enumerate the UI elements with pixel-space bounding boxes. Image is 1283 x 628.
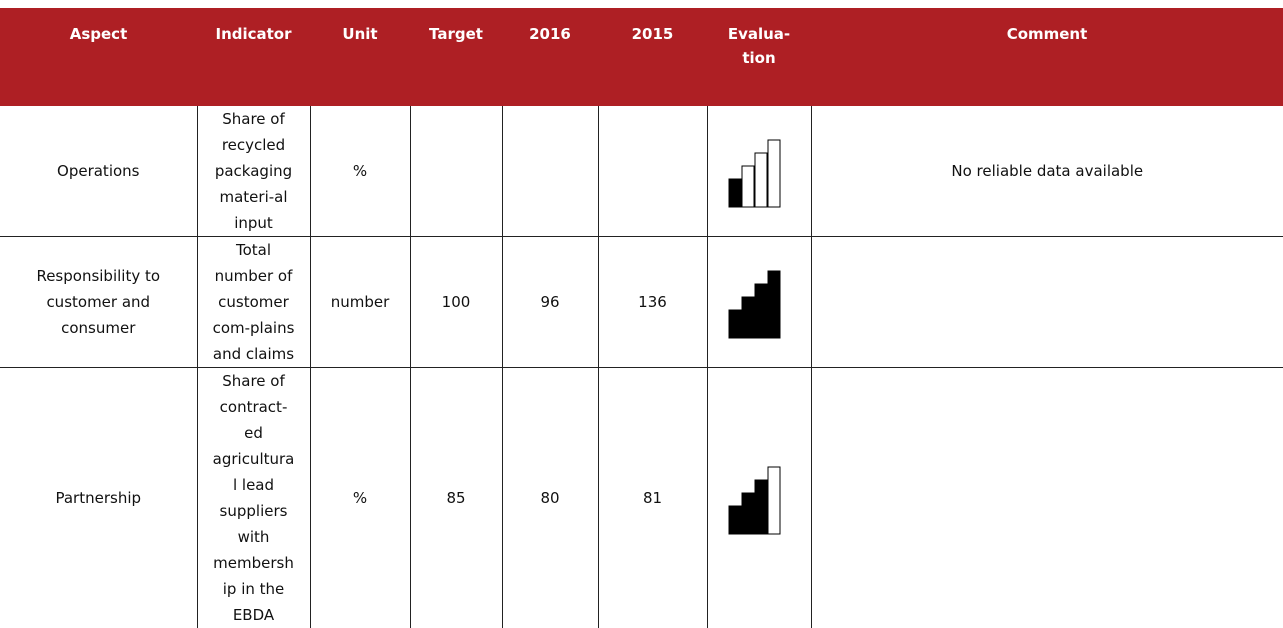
indicator-cell: Share of recycled packaging materi-al in… <box>197 106 310 237</box>
evaluation-bar <box>755 153 767 207</box>
unit-cell: % <box>310 106 410 237</box>
header-cell: Comment <box>811 8 1283 106</box>
target-cell: 85 <box>410 368 502 628</box>
header-cell: 2016 <box>502 8 598 106</box>
header-cell: 2015 <box>598 8 707 106</box>
comment-cell <box>811 368 1283 628</box>
y2015-cell <box>598 106 707 237</box>
evaluation-bar <box>729 310 741 338</box>
evaluation-cell <box>707 368 811 628</box>
evaluation-icon <box>728 265 808 339</box>
y2016-cell <box>502 106 598 237</box>
unit-cell: number <box>310 237 410 368</box>
target-cell <box>410 106 502 237</box>
evaluation-bar <box>768 271 780 338</box>
comment-cell: No reliable data available <box>811 106 1283 237</box>
target-cell: 100 <box>410 237 502 368</box>
evaluation-bar <box>729 179 741 207</box>
y2015-cell: 136 <box>598 237 707 368</box>
evaluation-bar <box>729 506 741 534</box>
y2016-cell: 80 <box>502 368 598 628</box>
unit-cell: % <box>310 368 410 628</box>
y2015-cell: 81 <box>598 368 707 628</box>
comment-cell <box>811 237 1283 368</box>
y2016-cell: 96 <box>502 237 598 368</box>
indicator-cell: Total number of customer com-plains and … <box>197 237 310 368</box>
header-cell: Unit <box>310 8 410 106</box>
evaluation-icon <box>728 461 808 535</box>
aspect-cell: Responsibility to customer and consumer <box>0 237 197 368</box>
evaluation-bar <box>742 166 754 207</box>
evaluation-cell <box>707 106 811 237</box>
evaluation-bar <box>742 297 754 338</box>
indicator-cell: Share of contract-ed agricultural lead s… <box>197 368 310 628</box>
evaluation-bar <box>768 140 780 207</box>
aspect-cell: Partnership <box>0 368 197 628</box>
header-cell: Indicator <box>197 8 310 106</box>
evaluation-cell <box>707 237 811 368</box>
evaluation-icon <box>728 134 808 208</box>
evaluation-bar <box>742 493 754 534</box>
evaluation-bar <box>755 480 767 534</box>
aspect-cell: Operations <box>0 106 197 237</box>
header-cell: Target <box>410 8 502 106</box>
header-cell: Aspect <box>0 8 197 106</box>
header-cell: Evalua-tion <box>707 8 811 106</box>
evaluation-bar <box>755 284 767 338</box>
evaluation-bar <box>768 467 780 534</box>
